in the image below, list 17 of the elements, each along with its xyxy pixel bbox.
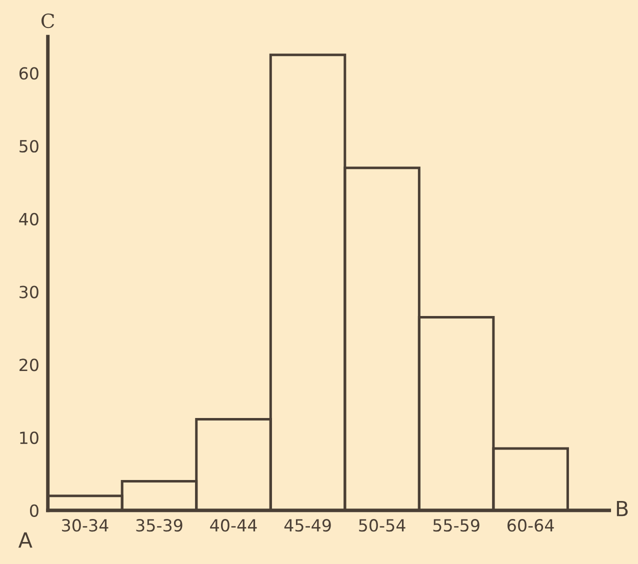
x-axis-title: B (616, 500, 628, 516)
x-tick-label: 40-44 (210, 519, 257, 532)
y-tick-label: 10 (20, 431, 38, 444)
y-tick-label: 20 (20, 358, 38, 372)
y-tick-label: 60 (19, 67, 38, 80)
x-tick-label: 50-54 (359, 519, 406, 532)
y-tick-label: 50 (20, 140, 38, 153)
y-tick-label: 30 (20, 286, 38, 298)
y-tick-label: 40 (19, 212, 38, 226)
y-tick-label: 0 (30, 504, 38, 517)
y-axis-title: C (42, 13, 54, 28)
x-tick-label: 45-49 (284, 519, 331, 532)
text: A (18, 532, 32, 548)
x-tick-label: 55-59 (433, 519, 480, 532)
x-tick-label: 60-64 (508, 519, 554, 532)
x-tick-label: 30-34 (62, 519, 108, 532)
x-tick-label: 35-39 (136, 519, 182, 532)
